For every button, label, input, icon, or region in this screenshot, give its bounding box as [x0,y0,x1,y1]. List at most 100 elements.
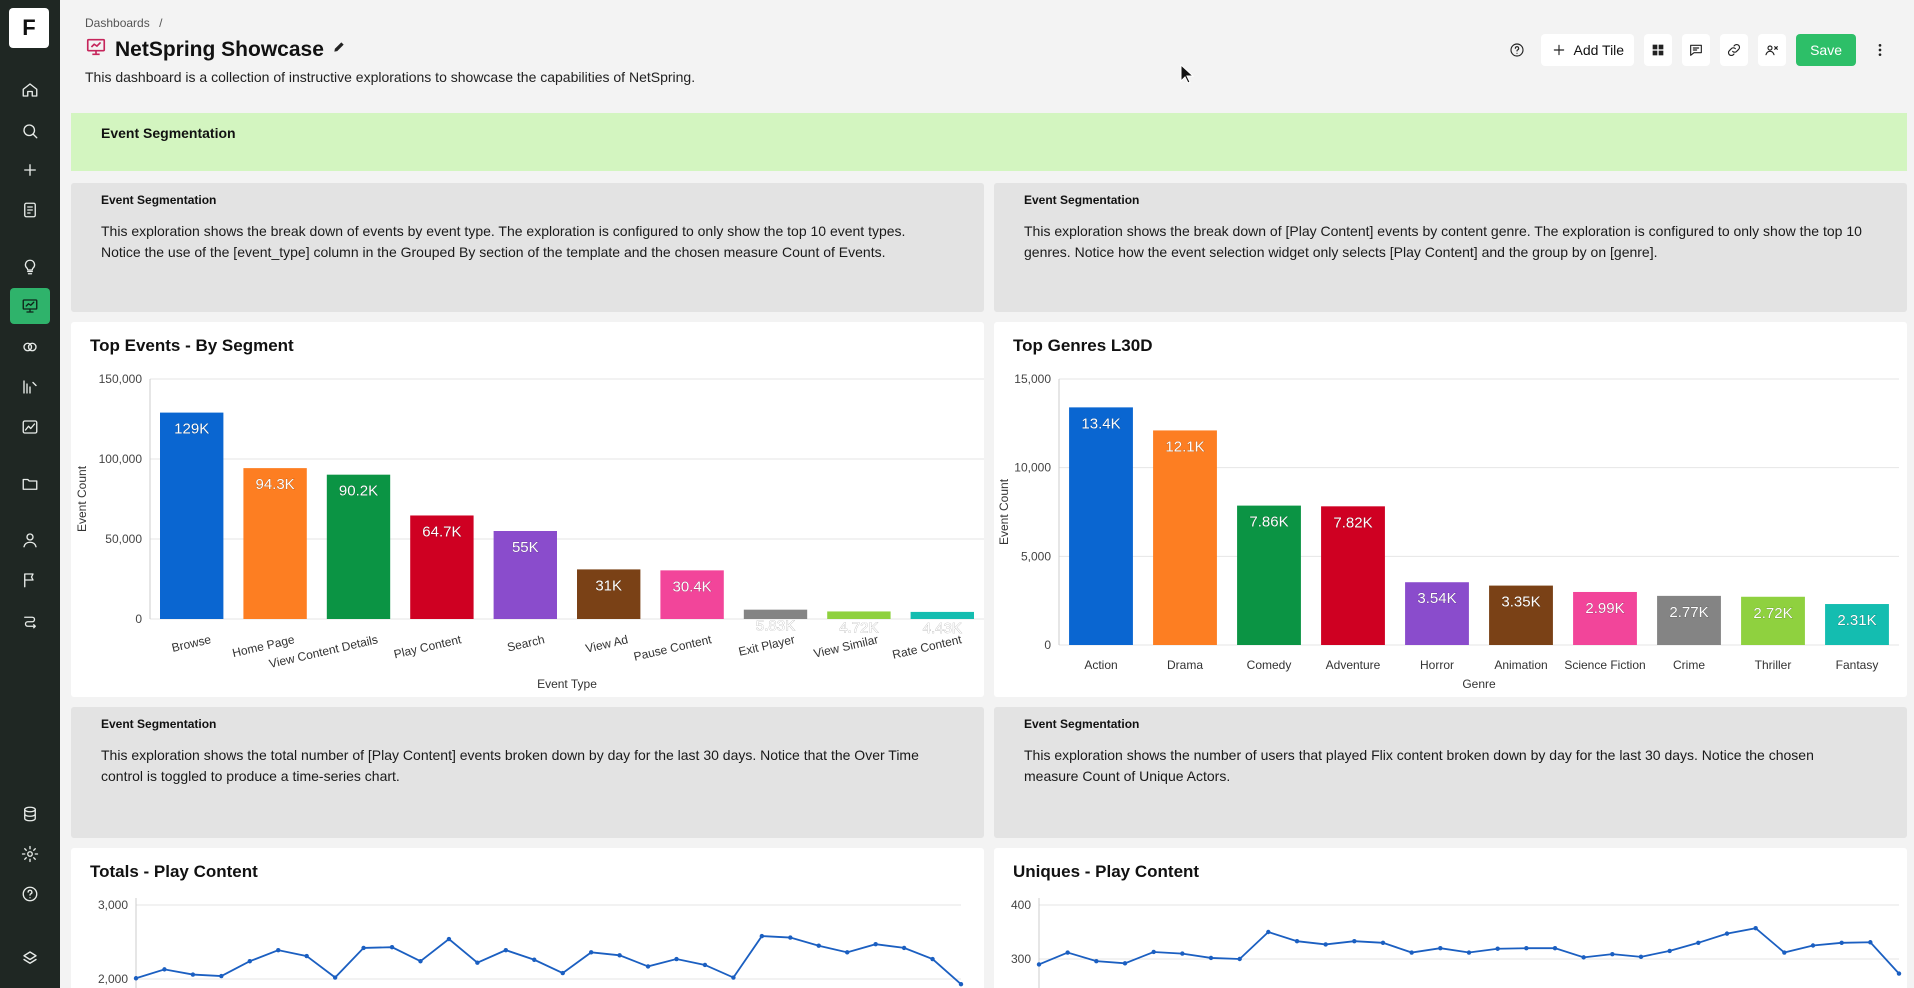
data-point [1753,926,1758,931]
app-logo[interactable]: F [9,8,49,48]
bar-data-label: 55K [512,539,539,556]
data-point [560,970,565,976]
breadcrumb-separator: / [159,16,163,30]
edit-title-icon[interactable] [332,40,346,59]
bar-data-label: 7.82K [1333,514,1372,531]
data-point [1638,954,1644,960]
lightbulb-icon[interactable] [10,249,50,285]
data-point [1495,946,1500,951]
save-button[interactable]: Save [1796,34,1856,66]
data-point [901,945,907,951]
data-point [361,945,366,951]
bar-data-label: 3.54K [1417,590,1456,607]
help-button[interactable] [1503,34,1531,66]
data-point [1839,940,1844,945]
add-tile-button[interactable]: Add Tile [1541,34,1635,66]
home-icon[interactable] [10,72,50,108]
bar-data-label: 4.72K [839,619,878,636]
bar [1405,582,1469,645]
data-point [276,947,281,953]
banner-title: Event Segmentation [101,125,236,141]
plus-icon[interactable] [10,152,50,188]
chart-tile-top-events[interactable]: Top Events - By Segment 0 50,000 100,000 15… [71,322,984,697]
pipeline-icon[interactable] [10,369,50,405]
x-tick-label: Fantasy [1836,658,1879,672]
data-point [1122,961,1128,966]
copy-link-button[interactable] [1720,34,1749,66]
data-point [1896,971,1902,976]
venn-icon[interactable] [10,329,50,365]
bar [1069,407,1133,645]
data-point [674,956,679,962]
x-tick-label: Science Fiction [1564,658,1645,672]
data-point [1294,938,1300,944]
comment-icon [1690,44,1702,56]
data-point [788,935,793,940]
x-tick-label: Animation [1494,658,1547,672]
breadcrumb: Dashboards / [85,16,162,30]
bar-data-label: 2.31K [1837,612,1876,629]
kebab-menu-icon [1878,44,1882,56]
bar-data-label: 7.86K [1249,514,1288,531]
y-tick-label: 15,000 [1014,372,1051,386]
folder-icon[interactable] [10,466,50,502]
more-options-button[interactable] [1866,34,1894,66]
data-point [1868,940,1873,945]
logo-mark-icon[interactable] [10,940,50,976]
data-point [1667,948,1672,954]
x-tick-label: Thriller [1755,658,1792,672]
chart-icon[interactable] [10,409,50,445]
share-button[interactable] [1758,34,1787,66]
text-tile[interactable]: Event Segmentation This exploration show… [994,183,1907,312]
bar-chart-top-genres: 0 5,000 10,000 15,000 Event Count 13.4K Action… [997,372,1899,691]
data-point [532,957,537,962]
text-tile[interactable]: Event Segmentation This exploration show… [71,183,984,312]
dashboard-title-icon [85,36,107,63]
data-point [1581,955,1586,960]
database-icon[interactable] [10,796,50,832]
data-point [845,950,850,955]
notebook-icon[interactable] [10,192,50,228]
data-point [1094,958,1099,964]
help-circle-icon [1510,43,1525,57]
y-tick-label: 50,000 [105,532,142,546]
bar-data-label: 12.1K [1165,438,1204,455]
text-tile[interactable]: Event Segmentation This exploration show… [71,707,984,838]
data-point [1380,940,1386,945]
text-tile[interactable]: Event Segmentation This exploration show… [994,707,1907,838]
bar-data-label: 31K [595,577,622,594]
y-tick-label: 3,000 [98,898,128,912]
chart-tile-uniques-play-content[interactable]: Uniques - Play Content 300 400 [994,848,1907,988]
link-icon [1728,43,1741,57]
layout-button[interactable] [1644,34,1673,66]
data-point [816,943,821,948]
data-point [304,953,309,959]
search-icon[interactable] [10,113,50,149]
chart-title: Top Events - By Segment [90,336,294,355]
breadcrumb-dashboards[interactable]: Dashboards [85,16,150,30]
chart-title: Totals - Play Content [90,862,258,881]
data-point [418,959,423,964]
comments-button[interactable] [1682,34,1711,66]
user-icon[interactable] [10,522,50,558]
chart-tile-totals-play-content[interactable]: Totals - Play Content 2,000 3,000 [71,848,984,988]
bar-data-label: 30.4K [672,578,711,595]
add-tile-label: Add Tile [1573,42,1625,58]
x-tick-label: Action [1084,658,1117,672]
data-point [958,981,964,987]
left-nav-rail: F [0,0,60,988]
dashboard-icon[interactable] [10,288,50,324]
flag-icon[interactable] [10,562,50,598]
page-title: NetSpring Showcase [115,37,324,61]
chart-title: Top Genres L30D [1013,336,1153,355]
data-point [645,964,651,969]
tile-body: This exploration shows the break down of… [1024,223,1862,260]
settings-icon[interactable] [10,836,50,872]
chart-tile-top-genres[interactable]: Top Genres L30D 0 5,000 10,000 15,000 Event … [994,322,1907,697]
data-point [759,933,765,939]
y-tick-label: 2,000 [98,972,128,986]
bar [1153,430,1217,645]
tile-label: Event Segmentation [1024,193,1140,207]
workflow-icon[interactable] [10,603,50,639]
help-icon[interactable] [10,876,50,912]
